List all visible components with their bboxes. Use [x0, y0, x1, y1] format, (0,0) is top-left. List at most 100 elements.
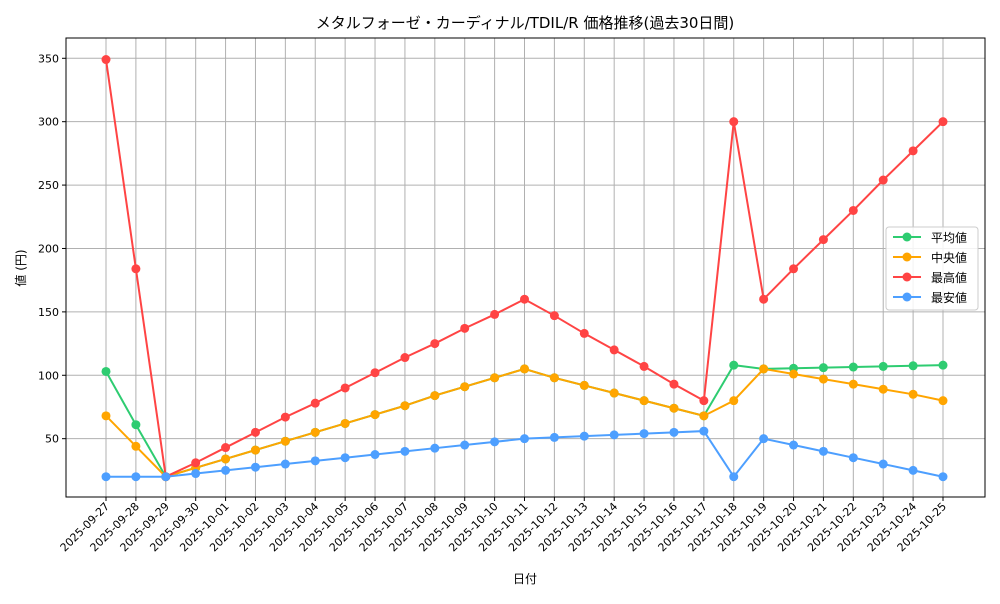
data-point	[729, 396, 739, 406]
data-point	[878, 175, 888, 185]
data-point	[370, 368, 380, 378]
x-axis-label: 日付	[513, 572, 537, 586]
data-point	[818, 374, 828, 384]
data-point	[490, 373, 500, 383]
data-point	[818, 363, 828, 373]
data-point	[221, 454, 231, 464]
data-point	[908, 389, 918, 399]
data-point	[639, 429, 649, 439]
data-point	[609, 388, 619, 398]
data-point	[340, 418, 350, 428]
data-point	[938, 396, 948, 406]
data-point	[639, 396, 649, 406]
data-point	[669, 403, 679, 413]
data-point	[490, 437, 500, 447]
data-point	[789, 369, 799, 379]
y-tick-label: 250	[38, 179, 59, 192]
data-point	[759, 294, 769, 304]
data-point	[221, 443, 231, 453]
y-tick-label: 350	[38, 52, 59, 65]
data-point	[101, 55, 111, 65]
plot-area-frame	[65, 37, 986, 498]
data-point	[579, 380, 589, 390]
data-point	[340, 383, 350, 393]
data-point	[878, 361, 888, 371]
data-point	[400, 353, 410, 363]
legend-label: 最安値	[931, 290, 967, 305]
data-point	[221, 465, 231, 475]
data-point	[131, 472, 141, 482]
data-point	[520, 434, 529, 444]
legend-label: 中央値	[931, 250, 967, 265]
data-point	[579, 328, 589, 338]
data-point	[520, 294, 529, 304]
legend-marker	[902, 292, 912, 302]
y-tick-label: 300	[38, 116, 59, 129]
data-point	[818, 446, 828, 456]
data-point	[191, 458, 201, 468]
data-point	[848, 205, 858, 215]
chart-title: メタルフォーゼ・カーディナル/TDIL/R 価格推移(過去30日間)	[316, 14, 735, 32]
y-tick-label: 150	[38, 306, 59, 319]
data-point	[669, 379, 679, 389]
y-tick-label: 200	[38, 242, 59, 255]
data-point	[549, 373, 559, 383]
legend-label: 最高値	[931, 270, 967, 285]
data-point	[280, 412, 290, 422]
data-point	[938, 360, 948, 370]
data-point	[310, 456, 320, 466]
data-point	[609, 345, 619, 355]
data-point	[878, 459, 888, 469]
data-point	[729, 117, 739, 127]
legend-box	[885, 226, 979, 311]
y-tick-label: 100	[38, 369, 59, 382]
data-point	[759, 364, 769, 374]
data-point	[280, 436, 290, 446]
data-point	[101, 472, 111, 482]
y-axis-label: 値 (円)	[13, 249, 28, 286]
data-point	[490, 309, 500, 319]
data-point	[908, 361, 918, 371]
data-point	[878, 384, 888, 394]
data-point	[669, 427, 679, 437]
data-point	[789, 264, 799, 274]
data-point	[699, 426, 709, 436]
data-point	[250, 462, 260, 472]
data-point	[848, 379, 858, 389]
data-point	[340, 453, 350, 463]
data-point	[370, 450, 380, 460]
data-point	[938, 117, 948, 127]
data-point	[131, 420, 141, 430]
data-point	[400, 401, 410, 411]
data-point	[430, 443, 440, 453]
data-point	[520, 364, 529, 374]
data-point	[460, 440, 470, 450]
data-point	[310, 398, 320, 408]
data-point	[908, 465, 918, 475]
data-point	[699, 396, 709, 406]
data-point	[430, 339, 440, 349]
data-point	[250, 427, 260, 437]
data-point	[370, 410, 380, 420]
data-point	[280, 459, 290, 469]
data-point	[250, 445, 260, 455]
data-point	[729, 472, 739, 482]
data-point	[609, 430, 619, 440]
data-point	[639, 361, 649, 371]
data-point	[131, 441, 141, 451]
data-point	[310, 427, 320, 437]
legend-marker	[902, 232, 912, 242]
data-point	[729, 360, 739, 370]
data-point	[101, 411, 111, 421]
legend-label: 平均値	[931, 230, 967, 245]
data-point	[131, 264, 141, 274]
data-point	[579, 431, 589, 441]
data-point	[430, 391, 440, 401]
data-point	[101, 366, 111, 376]
data-point	[161, 472, 171, 482]
data-point	[699, 411, 709, 421]
data-point	[460, 382, 470, 392]
data-point	[549, 432, 559, 442]
